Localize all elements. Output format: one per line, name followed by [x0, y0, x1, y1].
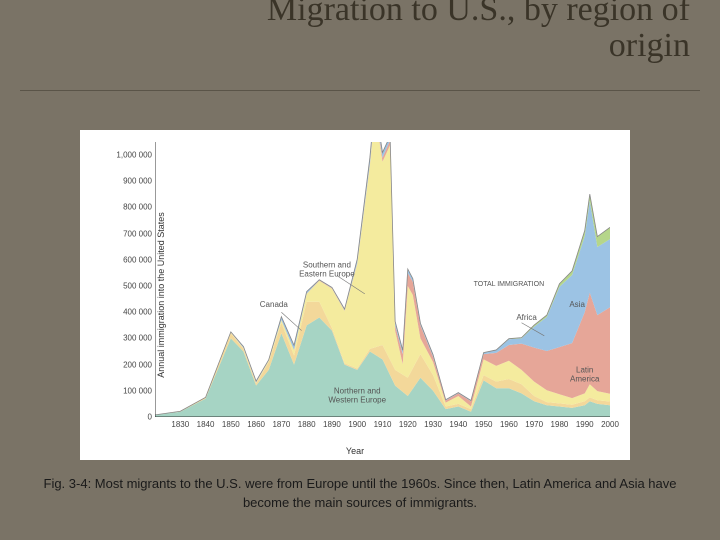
- y-tick-label: 200 000: [96, 360, 152, 369]
- x-tick-label: 1990: [576, 420, 594, 429]
- svg-text:Eastern Europe: Eastern Europe: [299, 270, 355, 279]
- x-tick-label: 1940: [449, 420, 467, 429]
- y-tick-label: 300 000: [96, 334, 152, 343]
- x-tick-label: 1890: [323, 420, 341, 429]
- x-tick-label: 2000: [601, 420, 619, 429]
- x-tick-label: 1840: [197, 420, 215, 429]
- x-tick-label: 1930: [424, 420, 442, 429]
- svg-text:Canada: Canada: [260, 300, 289, 309]
- x-tick-label: 1830: [171, 420, 189, 429]
- x-ticks: 1830 1840 1850 1860 1870 1880 1890 1900 1910 1920…: [155, 420, 610, 434]
- x-tick-label: 1980: [551, 420, 569, 429]
- chart-panel: Annual immigration into the United State…: [80, 130, 630, 460]
- title-line-1: Migration to U.S., by region of: [267, 0, 690, 28]
- title-underline: [20, 90, 700, 91]
- title-line-2: origin: [609, 27, 690, 64]
- y-tick-label: 100 000: [96, 386, 152, 395]
- svg-text:Latin: Latin: [576, 365, 593, 374]
- x-tick-label: 1950: [475, 420, 493, 429]
- svg-text:Northern and: Northern and: [334, 386, 381, 395]
- stacked-area-chart: Northern andWestern Europe Canada Southern…: [155, 142, 610, 417]
- x-tick-label: 1910: [374, 420, 392, 429]
- y-tick-label: 800 000: [96, 203, 152, 212]
- y-tick-label: 700 000: [96, 229, 152, 238]
- slide-title: Migration to U.S., by region of origin: [30, 0, 690, 63]
- y-tick-label: 400 000: [96, 308, 152, 317]
- y-tick-label: 900 000: [96, 177, 152, 186]
- x-tick-label: 1900: [348, 420, 366, 429]
- figure-caption: Fig. 3-4: Most migrants to the U.S. were…: [30, 475, 690, 513]
- svg-text:Asia: Asia: [569, 300, 585, 309]
- x-tick-label: 1960: [500, 420, 518, 429]
- x-tick-label: 1860: [247, 420, 265, 429]
- x-axis-label: Year: [346, 446, 364, 456]
- x-tick-label: 1870: [272, 420, 290, 429]
- svg-text:Africa: Africa: [516, 313, 537, 322]
- svg-text:Southern and: Southern and: [303, 261, 351, 270]
- y-tick-label: 0: [96, 413, 152, 422]
- svg-text:America: America: [570, 374, 600, 383]
- svg-text:Western Europe: Western Europe: [328, 395, 386, 404]
- x-tick-label: 1850: [222, 420, 240, 429]
- x-tick-label: 1920: [399, 420, 417, 429]
- x-tick-label: 1880: [298, 420, 316, 429]
- y-tick-label: 600 000: [96, 255, 152, 264]
- svg-text:TOTAL IMMIGRATION: TOTAL IMMIGRATION: [474, 281, 545, 288]
- y-tick-label: 500 000: [96, 282, 152, 291]
- x-tick-label: 1970: [525, 420, 543, 429]
- y-ticks: 0100 000200 000300 000400 000500 000600 …: [96, 142, 152, 417]
- y-tick-label: 1,000 000: [96, 151, 152, 160]
